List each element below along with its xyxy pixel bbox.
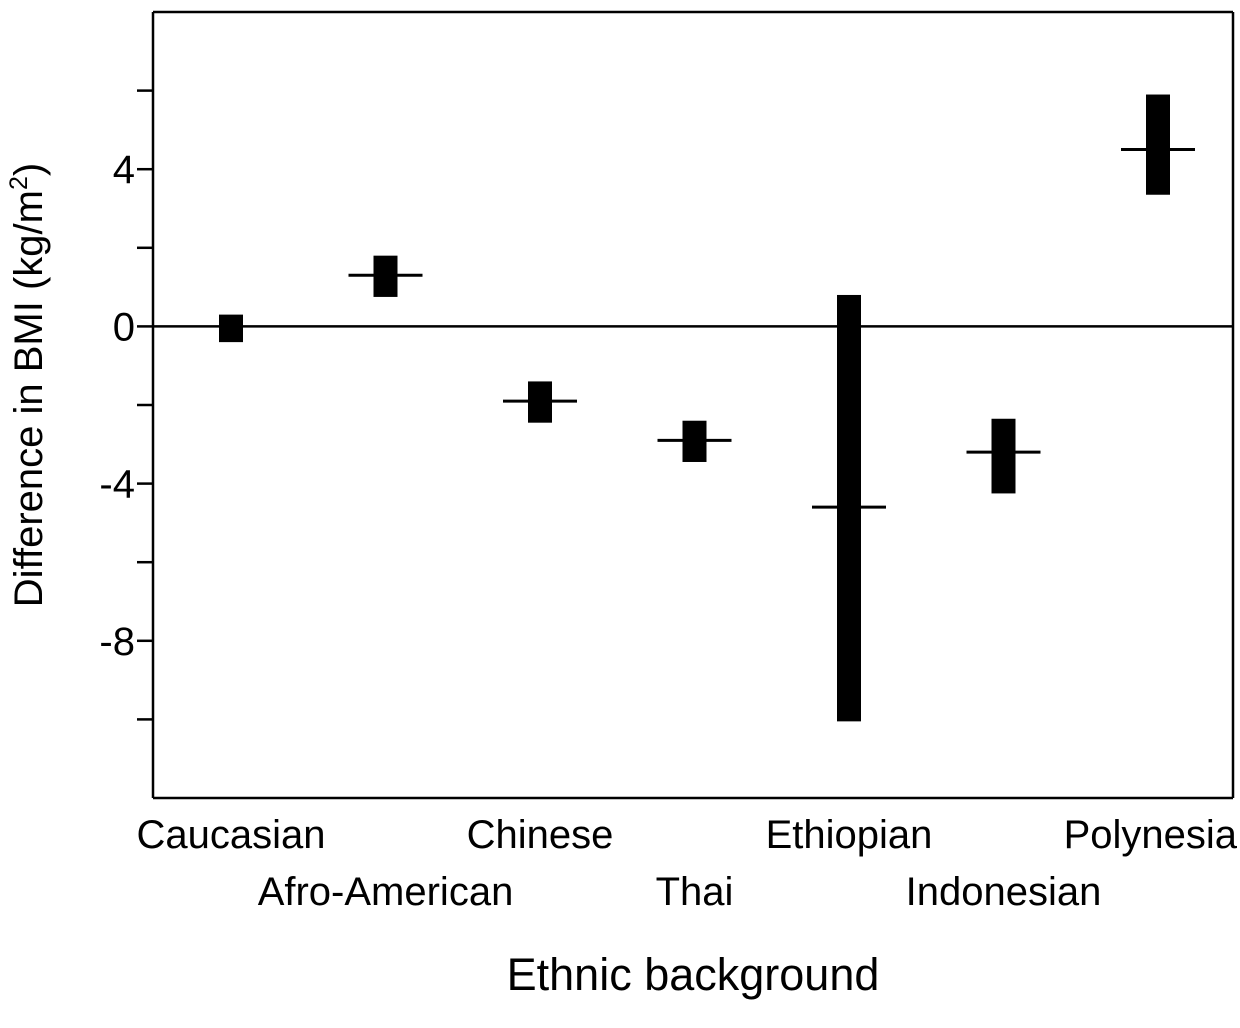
y-tick-label: 4 xyxy=(113,148,135,192)
x-category-label: Caucasian xyxy=(136,813,325,857)
y-axis-ticks: -8 -4 0 4 xyxy=(99,89,153,721)
x-category-label: Afro-American xyxy=(258,870,514,914)
x-category-label: Polynesia xyxy=(1064,813,1238,857)
x-axis-category-labels: Caucasian Afro-American Chinese Thai Ethiopi… xyxy=(136,813,1237,914)
x-axis-title: Ethnic background xyxy=(507,949,880,1000)
range-bar-indonesian xyxy=(991,418,1016,494)
range-bars xyxy=(219,94,1195,722)
x-category-label: Thai xyxy=(656,870,734,914)
range-bar-caucasian xyxy=(219,314,243,343)
plot-frame xyxy=(151,10,1235,800)
x-category-label: Chinese xyxy=(467,813,614,857)
y-tick-label: -4 xyxy=(99,463,135,507)
y-axis-title-superscript: 2 xyxy=(5,176,33,190)
y-axis-title-tail: ) xyxy=(7,163,51,176)
y-axis-title: Difference in BMI (kg/m2) xyxy=(5,163,51,607)
y-tick-label: -8 xyxy=(99,620,135,664)
range-bar-polynesia xyxy=(1146,94,1170,195)
y-axis-title-main: Difference in BMI (kg/m xyxy=(7,190,51,607)
x-category-label: Indonesian xyxy=(906,870,1102,914)
y-tick-label: 0 xyxy=(113,305,135,349)
x-category-label: Ethiopian xyxy=(766,813,933,857)
